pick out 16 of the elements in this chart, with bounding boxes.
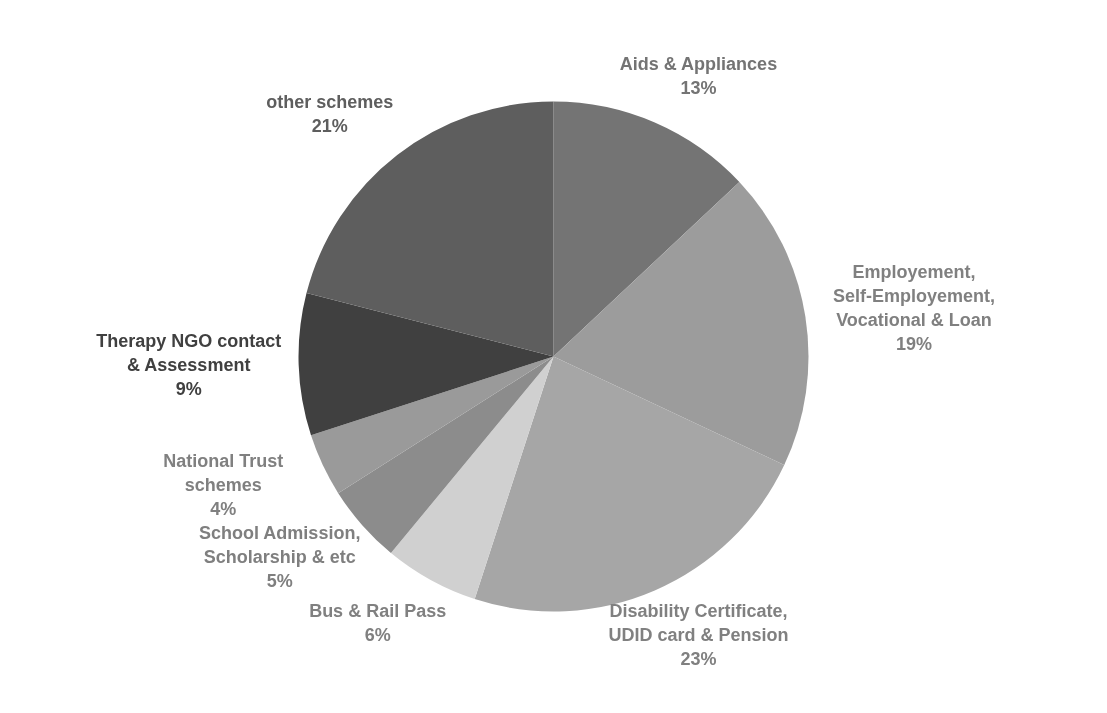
- data-label: 9%: [175, 379, 202, 400]
- slice-label: National Trust schemes: [163, 451, 284, 496]
- slice-label: Employement, Self-Employement, Vocational & Loan: [832, 261, 996, 330]
- slice-label: Bus & Rail Pass: [309, 600, 447, 621]
- data-label: 21%: [311, 116, 348, 137]
- data-label: 19%: [895, 333, 933, 354]
- slice-label: Therapy NGO contact & Assessment: [96, 331, 282, 376]
- data-label: 13%: [680, 77, 717, 98]
- slice-label: School Admission, Scholarship & etc: [199, 523, 361, 568]
- data-label: 23%: [680, 649, 717, 670]
- data-label: 4%: [210, 499, 237, 520]
- data-label: 5%: [266, 571, 293, 592]
- slice-label: Aids & Appliances: [619, 53, 778, 74]
- slice-label: Disability Certificate, UDID card & Pension: [608, 601, 789, 646]
- slice-label: other schemes: [266, 92, 394, 113]
- data-label: 6%: [364, 624, 391, 645]
